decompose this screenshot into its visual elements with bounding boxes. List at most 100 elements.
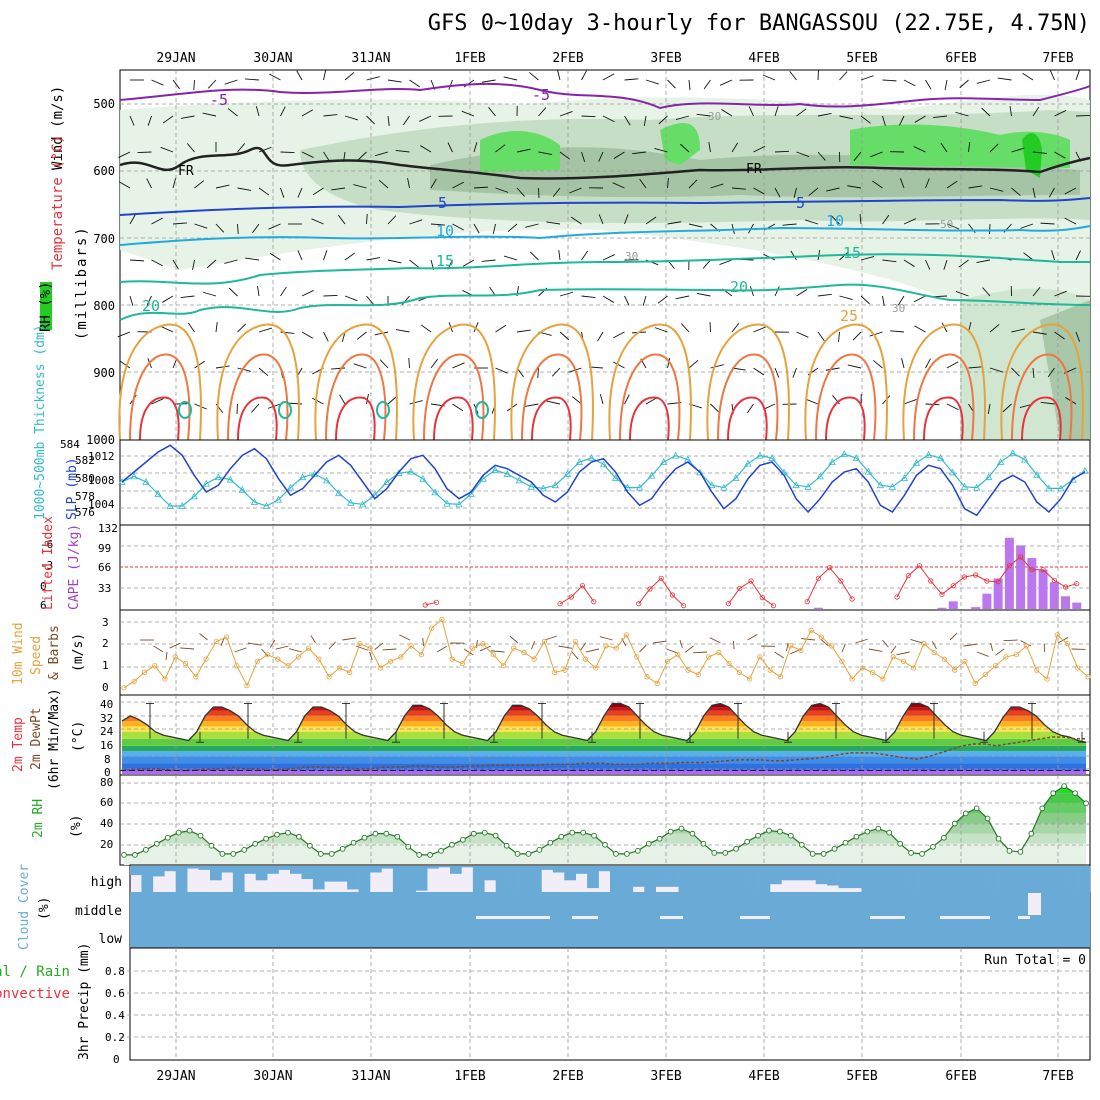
wind-barb (129, 214, 136, 225)
li-line (896, 556, 1077, 598)
wind-barb (258, 327, 273, 333)
contour-freezing (119, 146, 1091, 180)
wind10-point (726, 660, 732, 667)
wind10-point (254, 658, 260, 664)
thickness-point (924, 450, 933, 458)
wind-barb (1002, 403, 1012, 413)
wind-barb (507, 223, 518, 233)
thickness-point (166, 502, 174, 509)
temp2m-label: (6hr Min/Max) (47, 688, 62, 790)
cloud-mid-low-fill (130, 892, 1090, 948)
wind-barb (153, 645, 164, 653)
wind-barb (488, 107, 496, 117)
cloud-bar (141, 866, 154, 892)
thickness-point (371, 490, 379, 498)
tick-label: 0 (104, 766, 111, 779)
wind10-label: Speed (29, 636, 44, 675)
cloud-bar (1032, 866, 1045, 892)
cloud-bar (861, 866, 874, 892)
wind-barb (180, 295, 195, 299)
thickness-point (912, 458, 921, 466)
rh-point (296, 833, 302, 840)
wind-barb (366, 295, 375, 305)
rh-point (438, 847, 444, 854)
wind-barb (137, 151, 152, 153)
wind-barb (245, 257, 260, 261)
cloud-bar (621, 866, 634, 892)
wind-barb (613, 151, 625, 159)
cloud-bar (701, 866, 714, 892)
contour-label: 10 (436, 222, 454, 240)
cloud-bar (575, 866, 588, 874)
wind-barb (624, 214, 629, 225)
wind-barb (172, 79, 180, 90)
cloud-bar (301, 866, 314, 879)
wind-barb (963, 643, 978, 647)
wind-barb (430, 178, 437, 189)
tick-label: 3 (102, 616, 109, 629)
rh-point (492, 832, 499, 839)
wind-barb (890, 330, 905, 333)
wind-barb (1032, 367, 1035, 379)
tick-label: 0.8 (105, 965, 125, 978)
thickness-point (298, 473, 307, 481)
wind10-point (736, 669, 742, 675)
wind-barb (151, 79, 164, 86)
wind-barb (882, 295, 885, 307)
wind10-point (213, 638, 219, 645)
cloud-bar (198, 866, 211, 870)
wind-barb (852, 331, 862, 341)
rh2m-axis: 80 60 40 20 2m RH (%) (31, 776, 113, 851)
cloud-bar (930, 866, 942, 892)
rh-point (143, 846, 149, 853)
wind-barb (146, 178, 152, 189)
wind10-point (531, 656, 537, 662)
wind-barb (255, 106, 260, 117)
wind-barb (901, 358, 905, 369)
wind-barb (409, 79, 420, 88)
rh-point (842, 839, 849, 846)
slp-line (121, 444, 1086, 517)
cloud-bar (358, 866, 371, 892)
temp2m-panel (119, 694, 1091, 776)
wind-barb (910, 639, 924, 644)
thickness-point (551, 481, 560, 489)
rh-point (383, 830, 390, 837)
wind-barb (215, 184, 230, 189)
wind-barb (387, 259, 402, 264)
wind-barb (180, 115, 195, 119)
li-point (647, 586, 653, 592)
wind-barb (402, 115, 410, 126)
thickness-point (804, 482, 812, 490)
li-line (638, 577, 684, 607)
cloud-level-high: high (91, 875, 122, 890)
thickness-point (359, 500, 367, 508)
wind-barb (817, 112, 832, 117)
rh-point (1050, 790, 1057, 797)
rh-point (744, 838, 750, 845)
wind10-point (757, 654, 763, 660)
thickness-point (1069, 475, 1077, 483)
wind-barb (702, 259, 711, 269)
wind-barb (366, 115, 376, 125)
cloud-bar (347, 866, 359, 890)
wind-barb (914, 115, 926, 123)
thickness-grid (120, 440, 1090, 525)
wind-barb (473, 142, 478, 153)
cloud-bar (255, 866, 268, 881)
li-label: Lifted Index (41, 516, 56, 610)
date-label: 30JAN (253, 1069, 292, 1084)
thickness-point (888, 482, 897, 490)
cloud-bar (815, 866, 828, 885)
wind10-point (603, 643, 609, 649)
wind-barb (479, 645, 492, 652)
cloud-bar (564, 866, 577, 881)
thickness-point (238, 486, 247, 493)
wind-barb (1054, 331, 1065, 340)
wind-barb (890, 645, 897, 654)
li-point (950, 583, 956, 589)
wind-barb (237, 143, 246, 153)
wind-barb (462, 259, 475, 267)
cloud-bar (850, 866, 862, 889)
wind-barb (165, 651, 168, 661)
